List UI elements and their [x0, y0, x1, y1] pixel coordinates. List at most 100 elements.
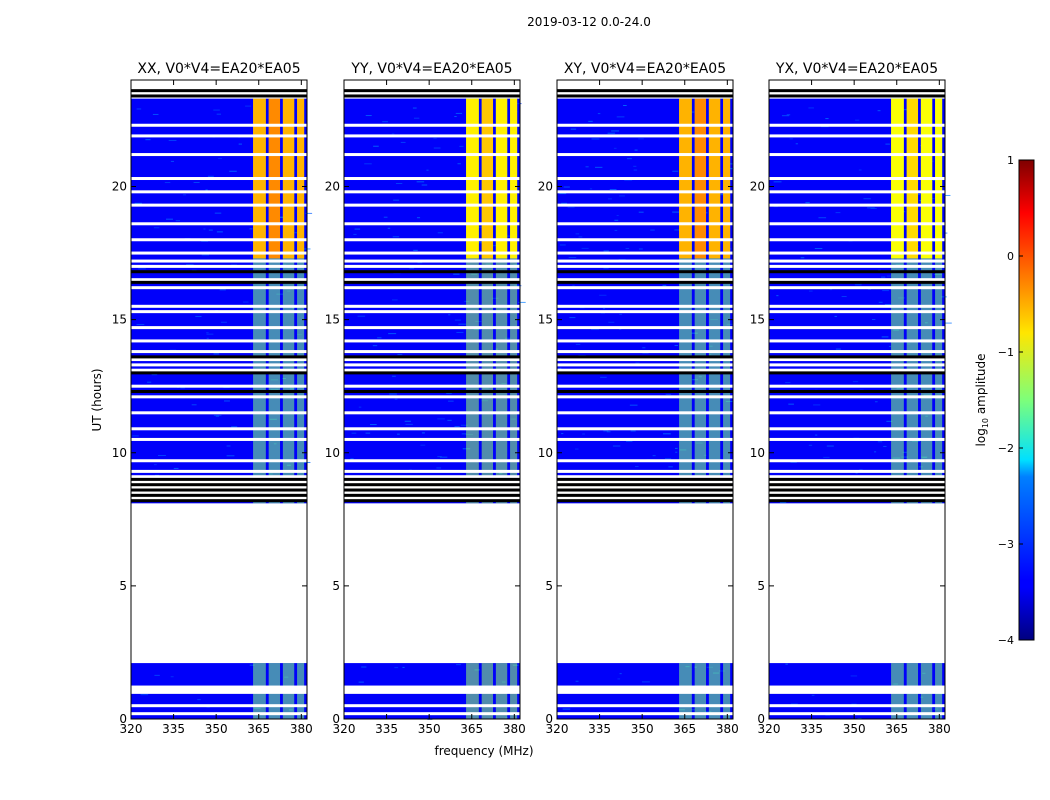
noise-mark: [841, 296, 847, 298]
flagged-row: [557, 134, 733, 138]
noise-mark: [391, 299, 398, 301]
noise-mark: [220, 321, 227, 323]
panel-2: XY, V0*V4=EA20*EA05 320 335 350 365 380 0 5 10 15…: [538, 61, 739, 736]
masked-row: [557, 89, 733, 93]
masked-row: [557, 488, 733, 492]
noise-mark: [617, 678, 621, 680]
colorbar-label-sub: 10: [981, 418, 990, 428]
masked-row: [557, 390, 733, 394]
noise-mark: [626, 158, 632, 160]
noise-mark: [224, 400, 230, 402]
noise-mark: [460, 424, 469, 426]
flagged-row: [769, 712, 945, 716]
noise-mark: [153, 227, 160, 229]
noise-mark: [207, 175, 214, 177]
flagged-row: [344, 358, 520, 362]
x-tick-label: 350: [631, 722, 654, 736]
noise-mark: [447, 419, 452, 421]
flagged-row: [344, 368, 520, 372]
noise-mark: [203, 228, 206, 230]
flagged-row: [557, 350, 733, 354]
noise-mark: [578, 236, 583, 238]
noise-mark: [201, 254, 210, 256]
noise-mark: [674, 345, 678, 347]
y-tick-label: 20: [750, 180, 765, 194]
y-tick-label: 5: [757, 579, 765, 593]
noise-mark: [619, 195, 625, 197]
colorbar-ticks: 1 0 −1 −2 −3 −4: [998, 154, 1023, 647]
noise-mark: [674, 447, 678, 449]
noise-mark: [633, 169, 638, 171]
noise-mark: [391, 133, 395, 135]
noise-mark: [858, 169, 862, 171]
noise-mark: [595, 166, 603, 168]
noise-mark: [813, 404, 821, 406]
noise-mark: [568, 256, 577, 258]
noise-mark: [818, 217, 827, 219]
noise-mark: [570, 128, 577, 130]
masked-row: [131, 89, 307, 93]
masked-row: [769, 280, 945, 284]
flagged-row: [344, 685, 520, 689]
noise-mark: [208, 229, 213, 231]
masked-row: [769, 371, 945, 375]
noise-mark: [231, 426, 238, 428]
noise-mark: [825, 118, 829, 120]
noise-mark: [417, 262, 423, 264]
noise-mark: [877, 110, 881, 112]
noise-mark: [629, 404, 638, 406]
noise-mark: [675, 451, 678, 453]
noise-mark: [789, 138, 793, 140]
colorbar-tick-label: −4: [998, 634, 1014, 647]
colorbar-label-log: log: [974, 428, 988, 446]
noise-mark: [809, 290, 813, 292]
flagged-row: [131, 475, 307, 479]
flagged-row: [131, 368, 307, 372]
flagged-row: [344, 153, 520, 157]
bright-channel: [708, 98, 721, 504]
noise-mark: [400, 141, 406, 143]
y-tick-label: 10: [112, 446, 127, 460]
flagged-row: [344, 437, 520, 441]
flagged-row: [557, 339, 733, 343]
x-tick-label: 320: [546, 722, 569, 736]
noise-mark: [229, 170, 237, 172]
flagged-row: [769, 491, 945, 495]
colorbar-label-text: amplitude: [974, 354, 988, 418]
x-tick-label: 335: [162, 722, 185, 736]
masked-row: [131, 477, 307, 481]
flagged-row: [769, 496, 945, 500]
flagged-row: [344, 411, 520, 415]
noise-mark: [357, 315, 366, 317]
noise-mark: [575, 448, 579, 450]
masked-row: [344, 355, 520, 359]
noise-mark: [446, 392, 452, 394]
masked-row: [131, 390, 307, 394]
noise-mark: [183, 194, 187, 196]
flagged-row: [344, 278, 520, 282]
y-tick-label: 0: [757, 712, 765, 726]
noise-mark: [852, 381, 859, 383]
noise-mark: [814, 248, 823, 250]
noise-mark: [932, 240, 937, 242]
flagged-row: [769, 475, 945, 479]
noise-mark: [808, 444, 813, 446]
noise-mark: [193, 181, 200, 183]
flagged-row: [344, 286, 520, 290]
noise-mark: [886, 275, 892, 277]
noise-mark: [361, 666, 367, 668]
x-tick-label: 335: [800, 722, 823, 736]
noise-mark: [216, 231, 223, 233]
flagged-row: [344, 475, 520, 479]
noise-mark: [588, 120, 593, 122]
noise-mark: [727, 168, 734, 170]
noise-mark: [626, 440, 633, 442]
spectrogram-region: [769, 98, 945, 504]
bright-channel: [510, 98, 518, 504]
noise-mark: [790, 703, 798, 705]
noise-mark: [672, 170, 679, 172]
noise-mark: [559, 244, 566, 246]
flagged-row: [769, 685, 945, 689]
noise-mark: [575, 680, 579, 682]
flagged-row: [769, 688, 945, 692]
